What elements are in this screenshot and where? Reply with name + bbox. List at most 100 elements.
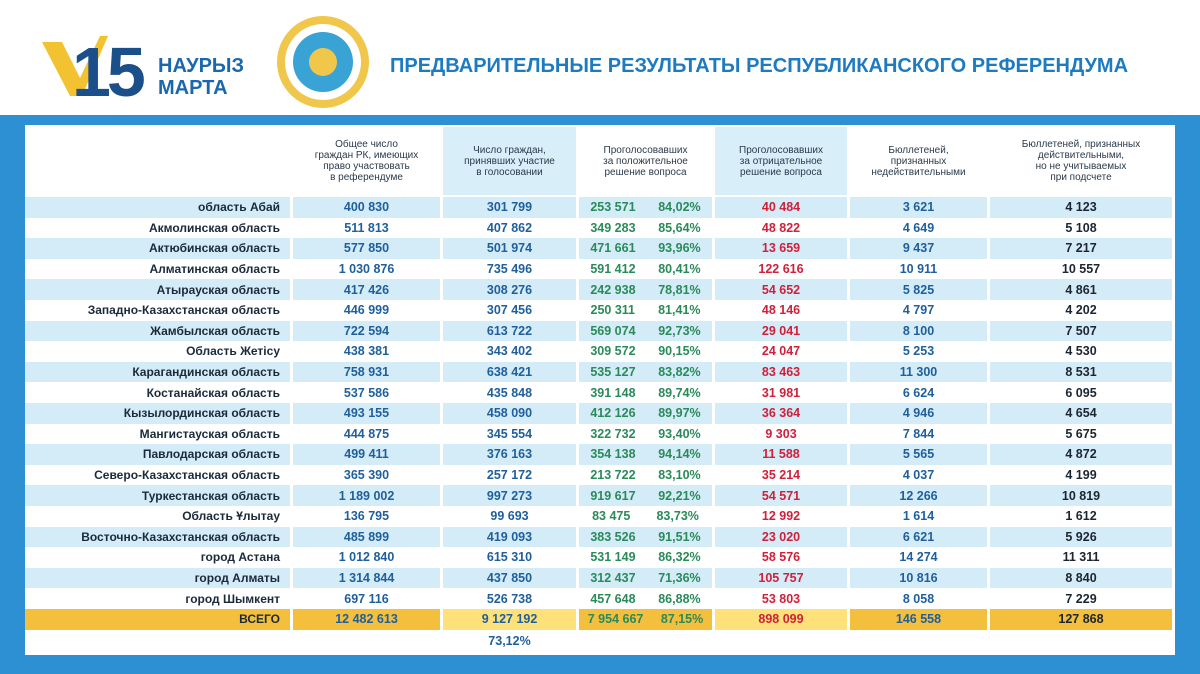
- cell-value: 213 722: [590, 468, 636, 483]
- logo-line: НАУРЫЗ: [158, 55, 244, 77]
- table-cell: 697 116: [293, 588, 443, 609]
- table-cell: 613 722: [443, 320, 579, 342]
- table-cell: 493 155: [293, 403, 443, 424]
- table-cell: 242 938 78,81%: [579, 279, 715, 300]
- table-cell: 5 565: [850, 444, 990, 465]
- table-cell: 14 274: [850, 547, 990, 568]
- table-cell: 365 390: [293, 464, 443, 486]
- table-cell: 898 099: [715, 609, 850, 630]
- table-cell: 4 202: [990, 300, 1175, 321]
- table-cell: 4 654: [990, 403, 1175, 424]
- cell-value: 312 437: [590, 571, 636, 586]
- table-cell: 9 437: [850, 238, 990, 259]
- cell-value: 89,74%: [658, 385, 701, 400]
- logo-number: 15: [72, 33, 144, 111]
- table-cell: 997 273: [443, 485, 579, 506]
- table-cell: 591 412 80,41%: [579, 258, 715, 280]
- table-cell: 1 030 876: [293, 258, 443, 280]
- table-cell: 501 974: [443, 238, 579, 259]
- table-cell: 48 146: [715, 300, 850, 321]
- row-label: Область Ұлытау: [25, 506, 293, 527]
- row-label: Костанайская область: [25, 382, 293, 403]
- row-label: Алматинская область: [25, 258, 293, 280]
- cell-value: 383 526: [590, 529, 636, 544]
- row-label: Мангистауская область: [25, 423, 293, 445]
- table-cell: 3 621: [850, 197, 990, 218]
- row-label: Атырауская область: [25, 279, 293, 300]
- row-label: город Шымкент: [25, 588, 293, 609]
- table-cell: 1 314 844: [293, 567, 443, 589]
- table-cell: 537 586: [293, 382, 443, 403]
- table-cell: 40 484: [715, 197, 850, 218]
- row-label: Область Жетісу: [25, 341, 293, 362]
- cell-value: 83,73%: [656, 509, 699, 524]
- table-cell: 458 090: [443, 403, 579, 424]
- cell-value: 80,41%: [658, 262, 701, 277]
- cell-value: 569 074: [590, 323, 636, 338]
- table-cell: 4 946: [850, 403, 990, 424]
- logo-line: МАРТА: [158, 77, 228, 99]
- table-cell: 213 722 83,10%: [579, 464, 715, 486]
- table-cell: 11 588: [715, 444, 850, 465]
- table-cell: 345 554: [443, 423, 579, 445]
- table-cell: 11 300: [850, 361, 990, 383]
- table-cell: 105 757: [715, 567, 850, 589]
- row-label: Карагандинская область: [25, 361, 293, 383]
- cell-value: 309 572: [590, 344, 636, 359]
- table-cell: 127 868: [990, 609, 1175, 630]
- cell-value: 93,40%: [658, 426, 701, 441]
- table-cell: 4 199: [990, 464, 1175, 486]
- table-cell: 485 899: [293, 526, 443, 548]
- table-cell: 499 411: [293, 444, 443, 465]
- table-cell: 24 047: [715, 341, 850, 362]
- table-cell: 7 229: [990, 588, 1175, 609]
- table-cell: 29 041: [715, 320, 850, 342]
- table-cell: 10 557: [990, 258, 1175, 280]
- table-cell: 919 617 92,21%: [579, 485, 715, 506]
- table-cell: 9 303: [715, 423, 850, 445]
- cell-value: 86,88%: [658, 591, 701, 606]
- table-cell: 1 612: [990, 506, 1175, 527]
- cell-value: 92,73%: [658, 323, 701, 338]
- table-cell: 417 426: [293, 279, 443, 300]
- table-cell: 354 138 94,14%: [579, 444, 715, 465]
- table-cell: 511 813: [293, 217, 443, 239]
- table-cell: 435 848: [443, 382, 579, 403]
- table-cell: 4 872: [990, 444, 1175, 465]
- cell-value: 354 138: [590, 447, 636, 462]
- table-cell: 54 652: [715, 279, 850, 300]
- table-cell: 5 675: [990, 423, 1175, 445]
- table-cell: 23 020: [715, 526, 850, 548]
- table-cell: 8 840: [990, 567, 1175, 589]
- cell-value: 83,82%: [658, 365, 701, 380]
- row-label: ВСЕГО: [25, 609, 293, 630]
- table-cell: 4 123: [990, 197, 1175, 218]
- cell-value: 87,15%: [660, 612, 704, 627]
- table-cell: 446 999: [293, 300, 443, 321]
- row-label: город Астана: [25, 547, 293, 568]
- cell-value: 919 617: [590, 488, 636, 503]
- table-cell: 4 861: [990, 279, 1175, 300]
- column-header: Проголосовавших за положительное решение…: [579, 127, 715, 195]
- column-header: Бюллетеней, признанных недействительными: [850, 127, 990, 195]
- table-cell: 7 954 667 87,15%: [579, 609, 715, 630]
- table-cell: 383 526 91,51%: [579, 526, 715, 548]
- cell-value: 322 732: [590, 426, 636, 441]
- table-cell: 31 981: [715, 382, 850, 403]
- table-cell: 5 926: [990, 526, 1175, 548]
- cell-value: 349 283: [590, 220, 636, 235]
- table-cell: 526 738: [443, 588, 579, 609]
- table-cell: 308 276: [443, 279, 579, 300]
- table-cell: 412 126 89,97%: [579, 403, 715, 424]
- table-cell: 4 797: [850, 300, 990, 321]
- table-cell: 4 530: [990, 341, 1175, 362]
- table-cell: 471 661 93,96%: [579, 238, 715, 259]
- table-cell: 250 311 81,41%: [579, 300, 715, 321]
- table-cell: 638 421: [443, 361, 579, 383]
- table-cell: 4 037: [850, 464, 990, 486]
- table-cell: 36 364: [715, 403, 850, 424]
- table-cell: 457 648 86,88%: [579, 588, 715, 609]
- row-label: Восточно-Казахстанская область: [25, 526, 293, 548]
- table-cell: 8 100: [850, 320, 990, 342]
